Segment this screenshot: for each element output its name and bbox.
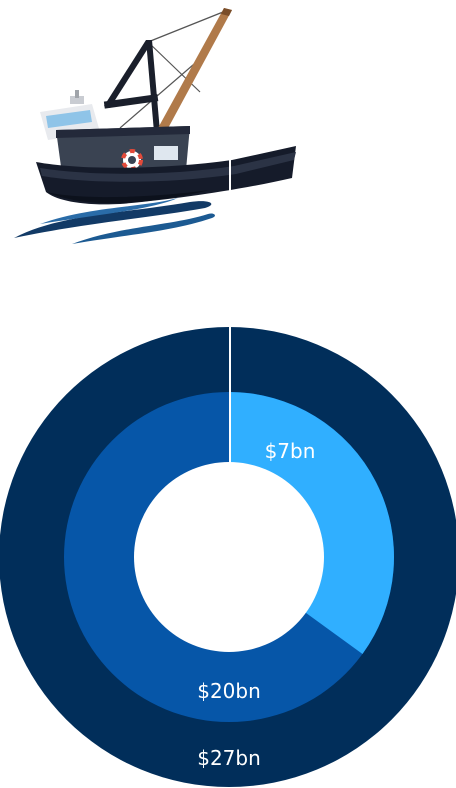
label-7bn: $7bn bbox=[265, 439, 316, 463]
label-20bn: $20bn bbox=[197, 679, 261, 703]
label-27bn: $27bn bbox=[197, 746, 261, 770]
donut-chart: $7bn $20bn $27bn bbox=[0, 160, 456, 787]
donut-hole bbox=[134, 462, 324, 652]
fishing-boat-icon bbox=[14, 8, 296, 244]
lifebuoy-icon bbox=[121, 149, 143, 171]
